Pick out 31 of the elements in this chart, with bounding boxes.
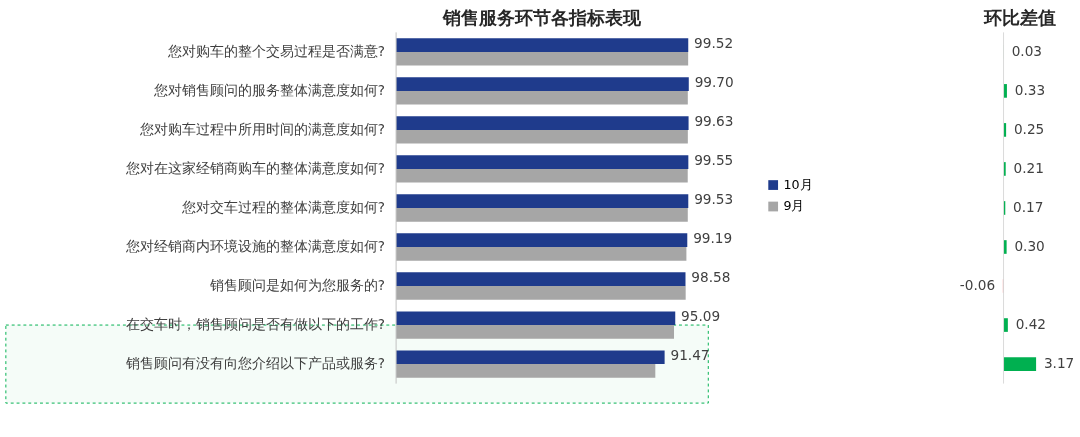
y-tick-label: 销售顾问有没有向您介绍以下产品或服务? xyxy=(124,354,385,371)
data-label: 91.47 xyxy=(670,347,710,364)
legend-label: 10月 xyxy=(783,176,813,192)
data-label: 95.09 xyxy=(681,308,721,325)
y-tick-label: 您对购车过程中所用时间的满意度如何? xyxy=(138,120,385,137)
data-label: 0.42 xyxy=(1015,315,1047,332)
y-tick-label: 销售顾问是如何为您服务的? xyxy=(208,276,385,293)
data-label: 99.53 xyxy=(694,191,734,208)
y-tick-label: 您对交车过程的整体满意度如何? xyxy=(180,198,385,215)
data-label: 0.03 xyxy=(1011,42,1043,59)
data-label: 0.25 xyxy=(1013,120,1045,137)
data-label: 99.52 xyxy=(694,34,734,51)
data-label: 0.30 xyxy=(1014,237,1045,254)
data-label: 0.33 xyxy=(1014,81,1046,98)
data-label: -0.06 xyxy=(959,276,996,293)
y-tick-label: 在交车时，销售顾问是否有做以下的工作? xyxy=(125,315,385,332)
data-label: 99.70 xyxy=(694,74,734,90)
chart-title: 销售服务环节各指标表现 xyxy=(442,8,643,29)
data-label: 99.55 xyxy=(694,152,734,169)
y-tick-label: 您对经销商内环境设施的整体满意度如何? xyxy=(124,237,385,254)
y-tick-label: 您对购车的整个交易过程是否满意? xyxy=(166,42,385,59)
data-label: 0.21 xyxy=(1013,159,1044,176)
data-label: 0.17 xyxy=(1013,198,1044,215)
y-tick-label: 您对在这家经销商购车的整体满意度如何? xyxy=(124,159,385,176)
legend-label: 9月 xyxy=(783,198,805,214)
data-label: 3.17 xyxy=(1043,354,1075,371)
data-label: 99.63 xyxy=(694,113,734,130)
data-label: 99.19 xyxy=(693,230,733,247)
chart-title: 环比差值 xyxy=(982,8,1056,29)
data-label: 98.58 xyxy=(691,269,731,286)
y-tick-label: 您对销售顾问的服务整体满意度如何? xyxy=(152,81,385,98)
